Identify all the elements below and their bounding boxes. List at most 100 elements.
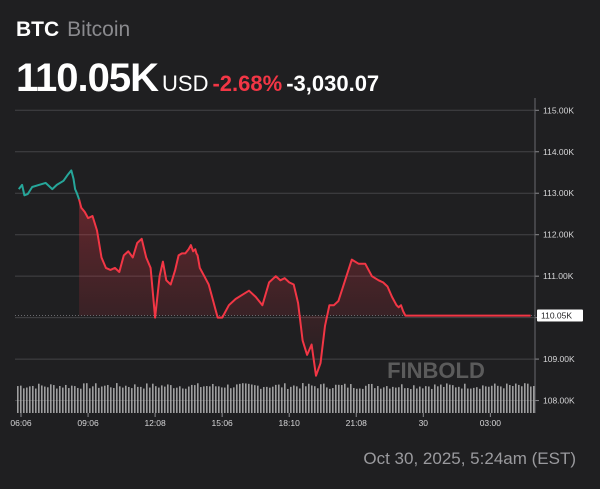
volume-bar <box>188 386 190 413</box>
volume-bar <box>107 384 109 413</box>
volume-bar <box>308 383 310 413</box>
volume-bar <box>305 386 307 413</box>
volume-bar <box>434 384 436 413</box>
volume-bar <box>191 384 193 413</box>
volume-bar <box>461 388 463 413</box>
volume-bar <box>503 388 505 413</box>
volume-bar <box>266 386 268 413</box>
volume-bar <box>419 386 421 413</box>
volume-bar <box>260 388 262 413</box>
volume-bar <box>440 384 442 413</box>
volume-bar <box>32 385 34 413</box>
volume-bar <box>59 386 61 413</box>
volume-bar <box>323 383 325 413</box>
volume-bar <box>212 383 214 413</box>
volume-bar <box>35 388 37 413</box>
volume-bar <box>413 385 415 413</box>
price-row: 110.05K USD -2.68% -3,030.07 <box>16 56 379 101</box>
volume-bar <box>338 384 340 413</box>
volume-bar <box>242 383 244 413</box>
volume-bar <box>176 387 178 413</box>
volume-bar <box>407 388 409 413</box>
volume-bar <box>164 386 166 413</box>
volume-bar <box>200 387 202 413</box>
volume-bar <box>56 388 58 413</box>
volume-bar <box>521 386 523 413</box>
volume-bar <box>125 385 127 413</box>
volume-bar <box>272 386 274 413</box>
volume-bar <box>77 387 79 413</box>
volume-bar <box>482 385 484 413</box>
volume-bar <box>122 387 124 413</box>
volume-bar <box>173 388 175 413</box>
y-tick-label: 111.00K <box>543 271 574 281</box>
volume-bar <box>65 384 67 413</box>
volume-bar <box>428 386 430 413</box>
volume-bar <box>134 384 136 413</box>
volume-bar <box>416 388 418 413</box>
current-price-marker: 110.05K <box>537 309 583 322</box>
volume-bar <box>209 386 211 413</box>
timestamp: Oct 30, 2025, 5:24am (EST) <box>363 449 576 468</box>
volume-bar <box>236 384 238 413</box>
volume-bar <box>44 386 46 413</box>
change-absolute: -3,030.07 <box>286 71 380 96</box>
volume-bar <box>512 386 514 413</box>
volume-bar <box>365 385 367 413</box>
y-axis: 115.00K 114.00K 113.00K 112.00K 111.00K 110.0… <box>534 98 575 413</box>
volume-bar <box>335 384 337 413</box>
volume-bar <box>29 386 31 413</box>
volume-bar <box>170 385 172 413</box>
volume-bar <box>152 383 154 413</box>
volume-bar <box>452 385 454 413</box>
change-percent: -2.68% <box>212 71 283 96</box>
volume-bar <box>401 384 403 413</box>
volume-bar <box>302 383 304 413</box>
volume-bar <box>23 388 25 413</box>
x-tick-label: 21:08 <box>346 418 368 428</box>
volume-bar <box>20 385 22 413</box>
volume-bar <box>494 383 496 413</box>
volume-bar <box>80 388 82 413</box>
volume-bar <box>95 383 97 413</box>
volume-bar <box>251 384 253 413</box>
volume-bar <box>473 387 475 413</box>
volume-bar <box>128 387 130 413</box>
volume-bar <box>221 387 223 413</box>
series-line-up <box>18 169 81 200</box>
volume-bar <box>41 385 43 413</box>
volume-bar <box>356 388 358 413</box>
x-tick-label: 03:00 <box>480 418 502 428</box>
volume-bar <box>344 383 346 413</box>
x-tick-label: 18:10 <box>279 418 301 428</box>
volume-bar <box>353 387 355 413</box>
volume-bars <box>17 383 535 413</box>
y-tick-label: 115.00K <box>543 105 574 115</box>
volume-bar <box>446 383 448 413</box>
volume-bar <box>101 386 103 413</box>
y-tick-label: 108.00K <box>543 396 575 406</box>
volume-bar <box>410 388 412 413</box>
volume-bar <box>254 385 256 413</box>
volume-bar <box>449 384 451 413</box>
volume-bar <box>455 387 457 413</box>
volume-bar <box>533 386 535 413</box>
volume-bar <box>458 386 460 413</box>
volume-bar <box>38 383 40 413</box>
volume-bar <box>470 388 472 413</box>
volume-bar <box>326 387 328 413</box>
volume-bar <box>392 386 394 413</box>
volume-bar <box>215 386 217 413</box>
volume-bar <box>476 387 478 413</box>
volume-bar <box>197 383 199 413</box>
volume-bar <box>257 385 259 413</box>
volume-bar <box>239 383 241 413</box>
volume-bar <box>17 386 19 413</box>
volume-bar <box>194 385 196 413</box>
volume-bar <box>320 384 322 413</box>
volume-bar <box>263 387 265 413</box>
volume-bar <box>398 387 400 413</box>
volume-bar <box>359 388 361 413</box>
volume-bar <box>479 388 481 413</box>
volume-bar <box>371 383 373 413</box>
